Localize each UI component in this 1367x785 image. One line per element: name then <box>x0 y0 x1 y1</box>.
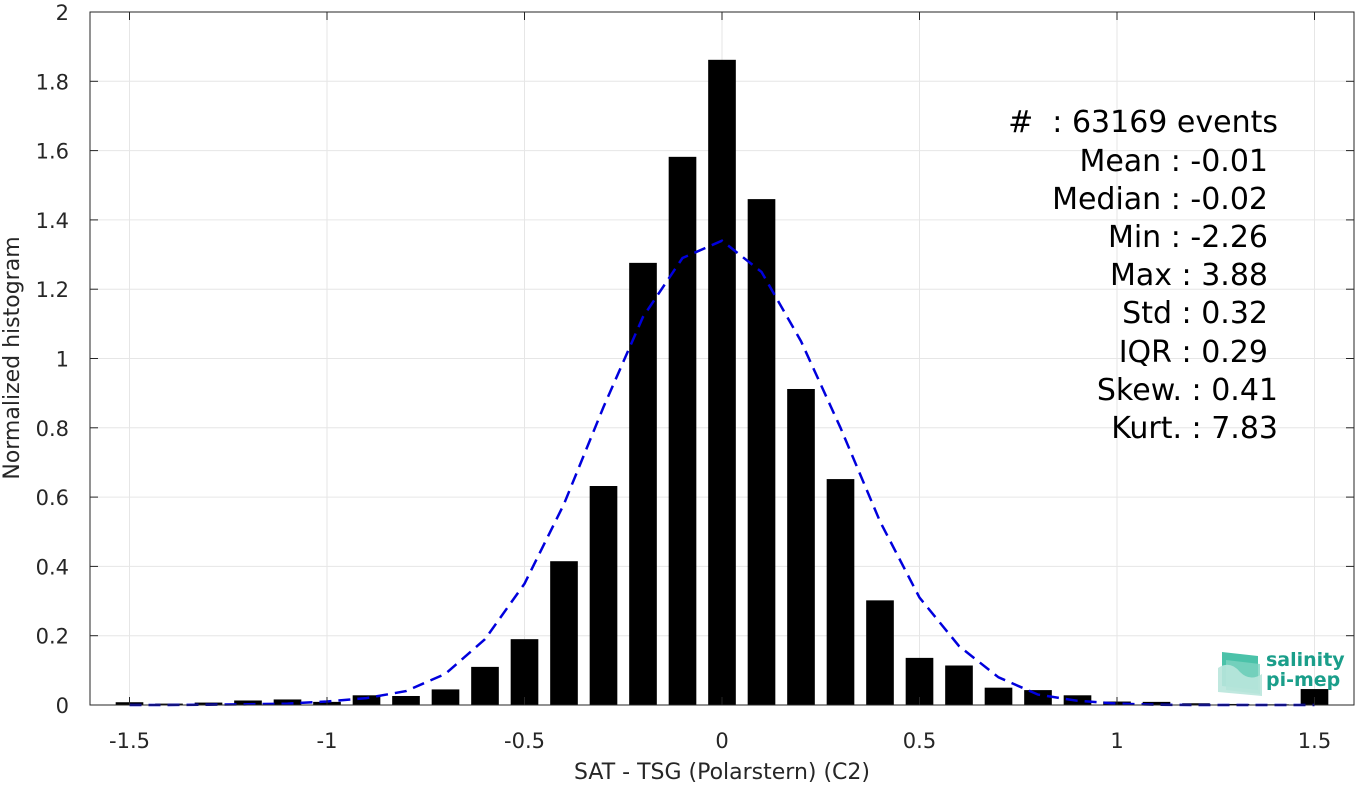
y-tick-label: 0.8 <box>36 417 69 441</box>
x-tick-label: -1.5 <box>109 729 150 753</box>
stat-std: Std : 0.32 <box>1122 296 1268 331</box>
histogram-bar <box>747 199 776 706</box>
stat-min: Min : -2.26 <box>1108 220 1268 255</box>
y-tick-label: 0.6 <box>36 486 69 510</box>
histogram-bar <box>629 262 657 705</box>
histogram-bar <box>431 689 460 705</box>
histogram-bar <box>550 561 578 705</box>
histogram-bar <box>668 156 697 705</box>
y-axis-ticks: 0 0.2 0.4 0.6 0.8 1 1.2 1.4 1.6 1.8 2 <box>36 1 1354 718</box>
histogram-bar <box>392 695 420 705</box>
logo-mark-icon <box>1218 652 1262 696</box>
histogram-bar <box>826 479 855 705</box>
logo-text-pi-mep: pi-mep <box>1266 669 1340 691</box>
histogram-bar <box>1024 690 1052 705</box>
stats-annotation: # : 63169 events Mean : -0.01 Median : -… <box>1008 105 1278 446</box>
histogram-bar <box>1142 701 1171 705</box>
stat-max: Max : 3.88 <box>1110 258 1268 293</box>
histogram-bar <box>510 639 539 705</box>
y-tick-label: 1 <box>56 348 69 372</box>
stat-kurt: Kurt. : 7.83 <box>1111 411 1278 446</box>
x-tick-label: 1 <box>1110 729 1123 753</box>
x-tick-label: 0 <box>715 729 728 753</box>
y-tick-label: 1.4 <box>36 209 69 233</box>
histogram-bar <box>1182 703 1210 705</box>
histogram-bar <box>866 600 894 705</box>
histogram-bar <box>787 388 815 705</box>
y-tick-label: 0 <box>56 694 69 718</box>
y-tick-label: 1.8 <box>36 70 69 94</box>
x-tick-label: -0.5 <box>504 729 545 753</box>
stat-iqr: IQR : 0.29 <box>1119 335 1268 370</box>
histogram-bars <box>115 59 1329 706</box>
histogram-bar <box>352 695 381 705</box>
y-tick-label: 1.2 <box>36 278 69 302</box>
y-tick-label: 2 <box>56 1 69 25</box>
x-tick-label: 1.5 <box>1298 729 1331 753</box>
histogram-bar <box>471 666 499 705</box>
histogram-bar <box>1221 703 1250 705</box>
salinity-pi-mep-logo: salinity pi-mep <box>1218 649 1345 696</box>
histogram-bar <box>945 665 973 705</box>
stat-count: # : 63169 events <box>1008 105 1278 140</box>
y-tick-label: 1.6 <box>36 140 69 164</box>
stat-mean: Mean : -0.01 <box>1079 144 1268 179</box>
x-tick-label: 0.5 <box>903 729 936 753</box>
stat-median: Median : -0.02 <box>1052 182 1268 217</box>
histogram-bar <box>984 687 1013 705</box>
histogram-bar <box>589 486 618 705</box>
y-axis-label: Normalized histogram <box>0 236 25 479</box>
y-tick-label: 0.4 <box>36 555 69 579</box>
stat-skew: Skew. : 0.41 <box>1097 373 1278 408</box>
x-axis-ticks: -1.5 -1 -0.5 0 0.5 1 1.5 <box>109 12 1331 753</box>
y-tick-label: 0.2 <box>36 625 69 649</box>
histogram-bar <box>234 700 262 705</box>
x-tick-label: -1 <box>317 729 338 753</box>
logo-text-salinity: salinity <box>1266 649 1345 671</box>
x-axis-label: SAT - TSG (Polarstern) (C2) <box>574 760 870 785</box>
histogram-bar <box>708 59 736 705</box>
histogram-bar <box>273 699 302 705</box>
